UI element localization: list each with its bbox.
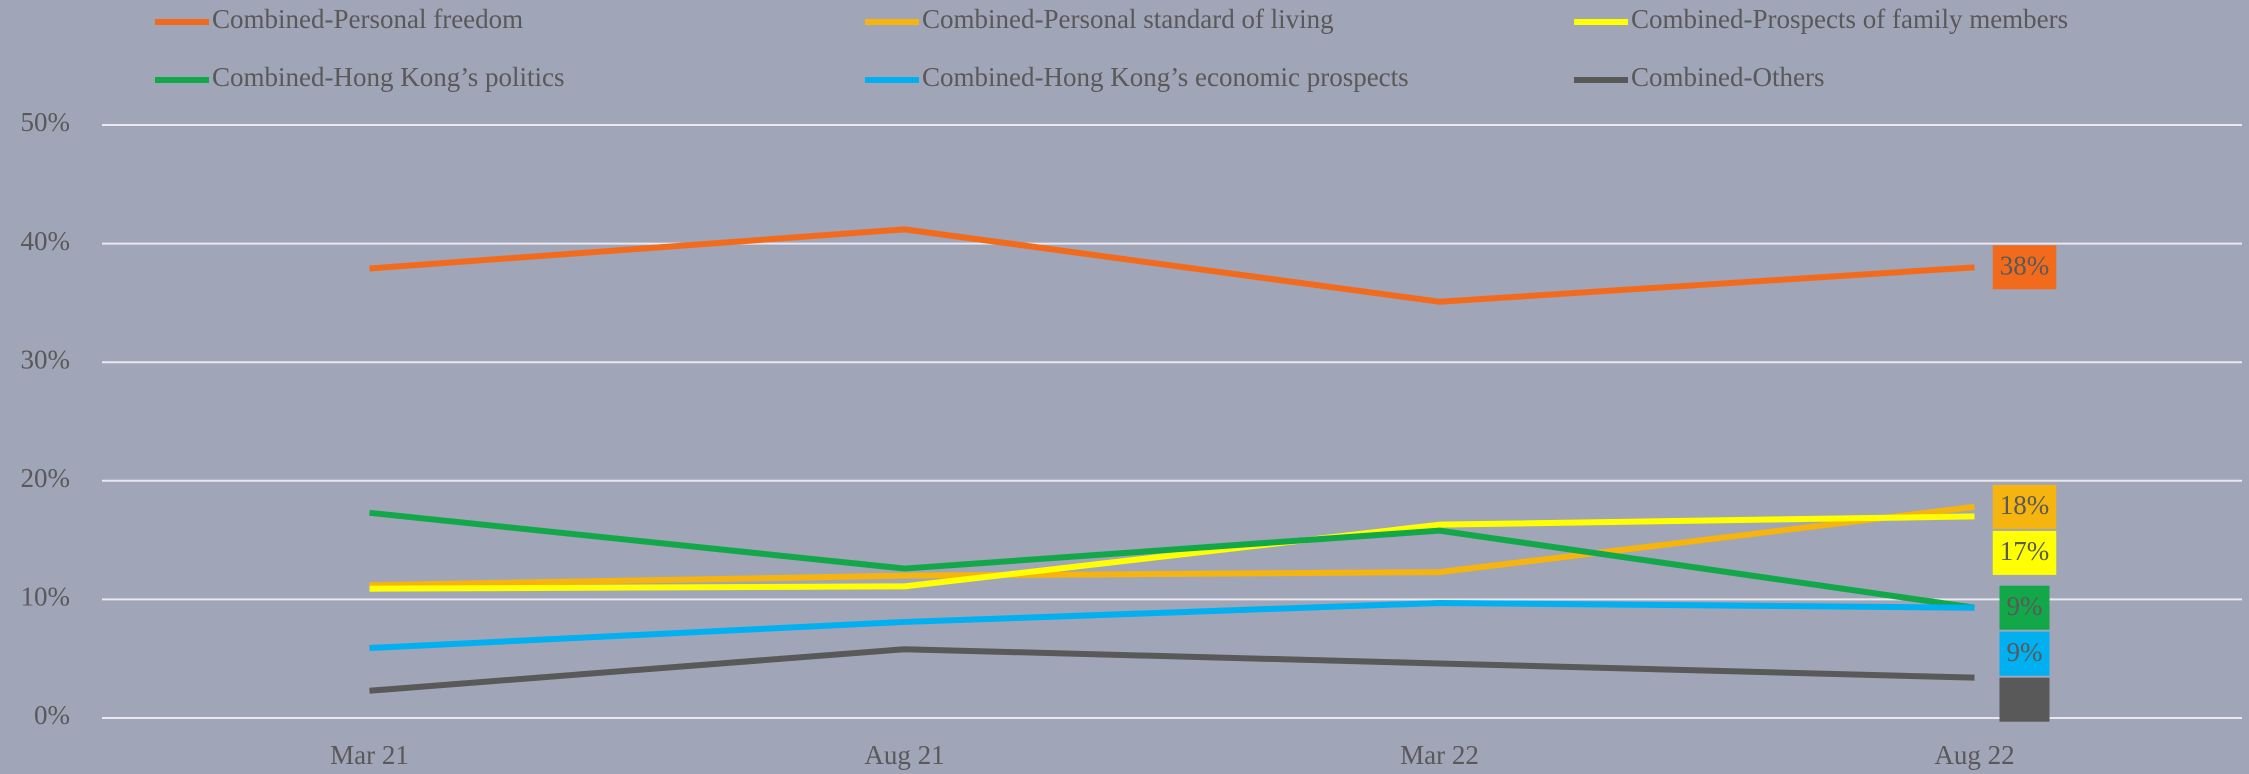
legend-label: Combined-Personal freedom [212, 4, 523, 34]
series-line [369, 509, 1975, 611]
series-line [369, 513, 1975, 592]
data-label-box [1992, 245, 2057, 290]
y-tick-label: 0% [34, 700, 70, 730]
data-label: 3% [2007, 683, 2043, 713]
x-tick-label: Mar 21 [330, 740, 409, 770]
data-label-box [1999, 677, 2050, 722]
legend-label: Combined-Prospects of family members [1631, 4, 2068, 34]
legend-label: Combined-Hong Kong’s politics [212, 62, 565, 92]
legend-label: Combined-Personal standard of living [922, 4, 1334, 34]
y-tick-label: 30% [21, 344, 71, 374]
data-label-box [1992, 484, 2057, 529]
data-label: 9% [2007, 591, 2043, 621]
x-tick-label: Mar 22 [1400, 740, 1479, 770]
x-tick-label: Aug 21 [864, 740, 944, 770]
y-tick-label: 10% [21, 582, 71, 612]
data-label: 38% [2000, 251, 2050, 281]
data-label: 17% [2000, 536, 2050, 566]
x-tick-label: Aug 22 [1934, 740, 2014, 770]
y-tick-label: 50% [21, 107, 71, 137]
series-line [369, 503, 1975, 589]
data-label: 9% [2007, 637, 2043, 667]
series-line [369, 226, 1975, 305]
data-label-box [1999, 631, 2050, 676]
legend-label: Combined-Hong Kong’s economic prospects [922, 62, 1409, 92]
y-tick-label: 40% [21, 226, 71, 256]
data-label: 18% [2000, 490, 2050, 520]
y-tick-label: 20% [21, 463, 71, 493]
data-label-box [1999, 585, 2050, 630]
data-label-box [1992, 530, 2057, 575]
series-line [369, 646, 1975, 694]
series-line [369, 599, 1975, 652]
legend-label: Combined-Others [1631, 62, 1824, 92]
